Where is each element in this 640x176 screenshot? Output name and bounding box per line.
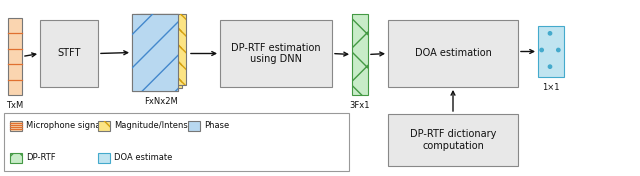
Text: Magnitude/Intensity: Magnitude/Intensity — [114, 121, 198, 130]
Bar — [220, 20, 332, 87]
Bar — [136, 14, 182, 88]
Bar — [538, 26, 564, 77]
Bar — [10, 153, 22, 163]
Bar — [352, 14, 368, 95]
Text: DP-RTF dictionary
computation: DP-RTF dictionary computation — [410, 129, 496, 151]
Bar — [538, 26, 564, 77]
Text: TxM: TxM — [6, 101, 24, 110]
Text: DOA estimation: DOA estimation — [415, 49, 492, 58]
Bar — [188, 121, 200, 131]
Bar — [98, 121, 110, 131]
Text: Microphone signal: Microphone signal — [26, 121, 103, 130]
Text: FxNx2M: FxNx2M — [144, 97, 178, 106]
Bar — [132, 14, 178, 91]
Bar — [98, 121, 110, 131]
Text: STFT: STFT — [58, 49, 81, 58]
Bar — [388, 20, 518, 87]
Text: DP-RTF: DP-RTF — [26, 153, 56, 162]
Bar — [136, 14, 182, 88]
Bar — [98, 153, 110, 163]
Bar — [132, 14, 178, 91]
Bar — [8, 18, 22, 95]
Bar — [132, 14, 178, 91]
Text: DP-RTF estimation
using DNN: DP-RTF estimation using DNN — [231, 43, 321, 64]
Bar — [10, 121, 22, 131]
Bar — [388, 114, 518, 166]
Text: 3Fx1: 3Fx1 — [349, 101, 371, 110]
Bar — [40, 20, 98, 87]
Bar — [132, 14, 178, 91]
Bar — [140, 14, 186, 85]
Bar — [98, 153, 110, 163]
Bar — [188, 121, 200, 131]
Text: 1×1: 1×1 — [542, 83, 560, 92]
Text: DOA estimate: DOA estimate — [114, 153, 172, 162]
Bar — [352, 14, 368, 95]
Bar — [4, 113, 349, 171]
Bar — [10, 153, 22, 163]
Bar — [140, 14, 186, 85]
Text: Phase: Phase — [204, 121, 229, 130]
